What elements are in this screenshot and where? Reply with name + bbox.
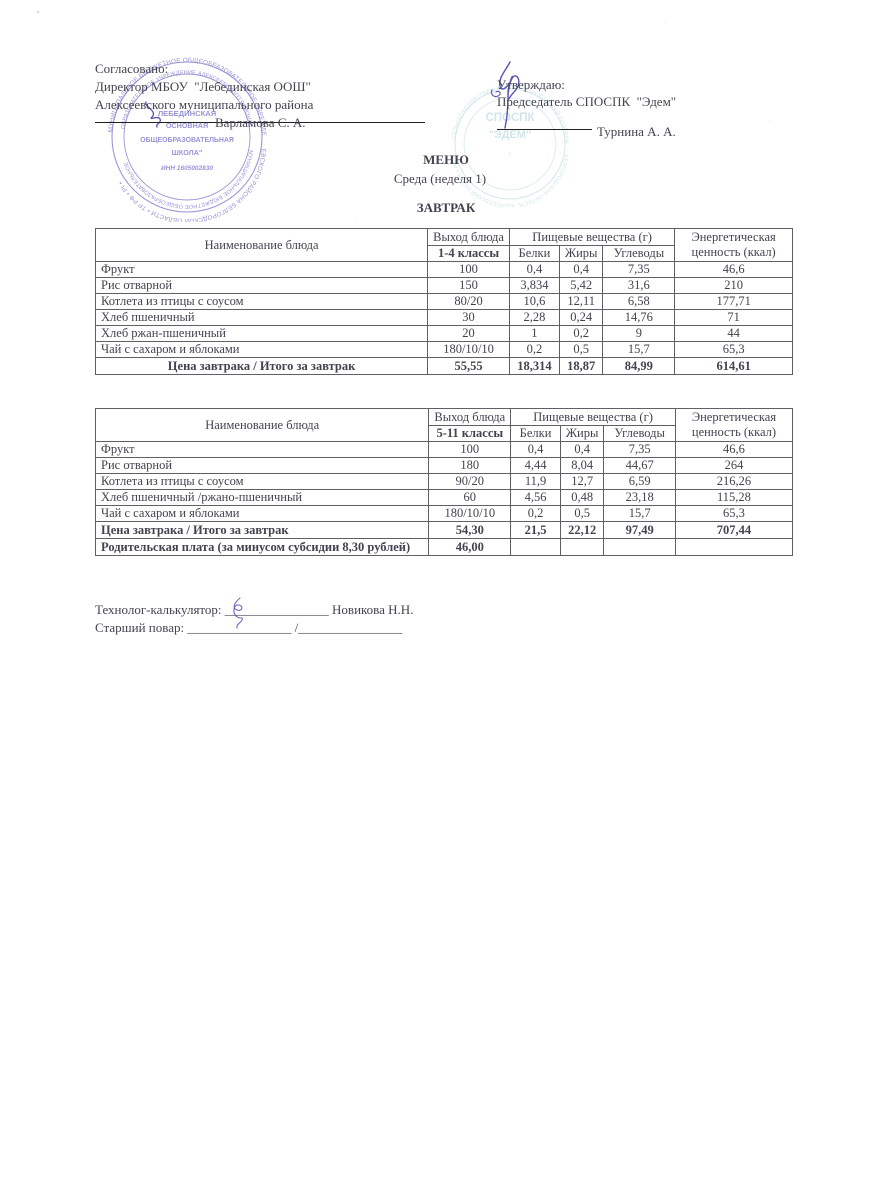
svg-text:ИНН 1605002830: ИНН 1605002830 — [161, 165, 213, 172]
svg-text:ШКОЛА": ШКОЛА" — [172, 148, 203, 157]
svg-text:ОБЩЕОБРАЗОВАТЕЛЬНАЯ: ОБЩЕОБРАЗОВАТЕЛЬНАЯ — [140, 137, 234, 144]
